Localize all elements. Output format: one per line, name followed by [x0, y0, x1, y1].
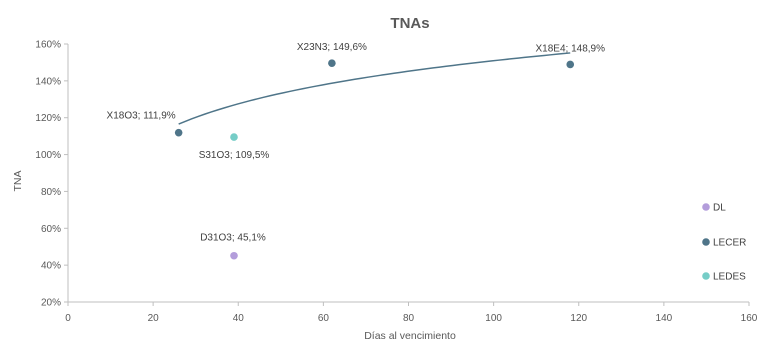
data-point-dl [230, 251, 238, 260]
data-point-lecer [174, 128, 183, 137]
legend-marker-ledes [702, 272, 710, 280]
x-tick-label: 0 [65, 313, 71, 324]
data-point-lecer [566, 60, 575, 69]
x-tick-label: 120 [570, 313, 587, 324]
data-label: S31O3; 109,5% [199, 150, 270, 161]
x-tick-label: 140 [656, 313, 673, 324]
data-label: X18E4; 148,9% [535, 43, 605, 54]
legend-label: LEDES [713, 272, 746, 283]
data-label: D31O3; 45,1% [200, 233, 266, 244]
data-point-lecer [328, 59, 336, 67]
data-point-ledes [230, 133, 238, 141]
x-tick-label: 20 [148, 313, 160, 324]
y-tick-label: 120% [35, 113, 61, 124]
y-tick-label: 140% [35, 76, 61, 87]
x-axis-label: Días al vencimiento [364, 330, 456, 342]
x-tick-label: 80 [403, 313, 415, 324]
y-axis-label: TNA [12, 171, 24, 192]
x-tick-label: 40 [233, 313, 245, 324]
trendline-group [178, 52, 571, 125]
x-tick-label: 100 [485, 313, 502, 324]
legend-label: DL [713, 203, 726, 214]
legend-marker-dl [702, 203, 710, 211]
legend: DL LECER LEDES [702, 203, 746, 283]
x-tick-label: 60 [318, 313, 330, 324]
y-tick-label: 100% [35, 150, 61, 161]
y-tick-label: 20% [41, 298, 61, 309]
chart-title: TNAs [390, 15, 429, 32]
x-tick-label: 160 [741, 313, 758, 324]
legend-marker-lecer [702, 238, 710, 246]
y-tick-label: 40% [41, 261, 61, 272]
axes: 20% 40% 60% 80% 100% 120% 140% 160% 0 20 40 60 80 100… [35, 40, 757, 325]
y-tick-label: 80% [41, 187, 61, 198]
y-tick-label: 160% [35, 40, 61, 51]
legend-label: LECER [713, 238, 746, 249]
data-label: X23N3; 149,6% [297, 42, 367, 53]
data-label: X18O3; 111,9% [107, 111, 176, 122]
trendline-lecer [178, 52, 571, 125]
y-tick-label: 60% [41, 224, 61, 235]
data-points: D31O3; 45,1% X18O3; 111,9% X23N3; 149,6% X1… [107, 42, 605, 260]
